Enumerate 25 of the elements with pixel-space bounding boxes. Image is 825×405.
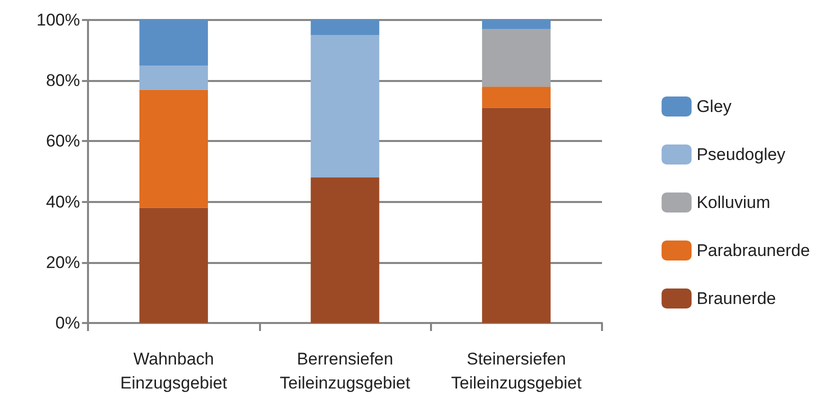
y-tick-label: 20% [46, 252, 80, 272]
bar [310, 20, 380, 36]
bar [139, 208, 208, 323]
y-tick-label: 100% [36, 10, 80, 30]
bar [139, 20, 208, 66]
x-tick-label: Wahnbach Einzugsgebiet [120, 350, 228, 392]
bar [482, 29, 551, 87]
y-tick-label: 0% [55, 314, 80, 332]
bar [139, 65, 208, 90]
y-tick-label: 40% [46, 192, 80, 212]
bar [310, 178, 380, 323]
x-tick-label: Berrensiefen Teileinzugsgebiet [280, 350, 410, 392]
legend-label: Parabraunerde [696, 241, 810, 260]
y-tick-label: 80% [46, 71, 80, 90]
bar [310, 35, 380, 178]
legend-label: Kolluvium [696, 193, 770, 212]
bar [482, 86, 551, 108]
y-tick-label: 60% [46, 132, 80, 151]
bar [482, 108, 551, 323]
legend-label: Braunerde [696, 289, 776, 308]
x-tick-label: Steinersiefen Teileinzugsgebiet [451, 350, 582, 392]
bar [139, 90, 208, 208]
legend-label: Gley [696, 97, 732, 116]
bar [482, 20, 551, 30]
legend-label: Pseudogley [696, 145, 786, 164]
